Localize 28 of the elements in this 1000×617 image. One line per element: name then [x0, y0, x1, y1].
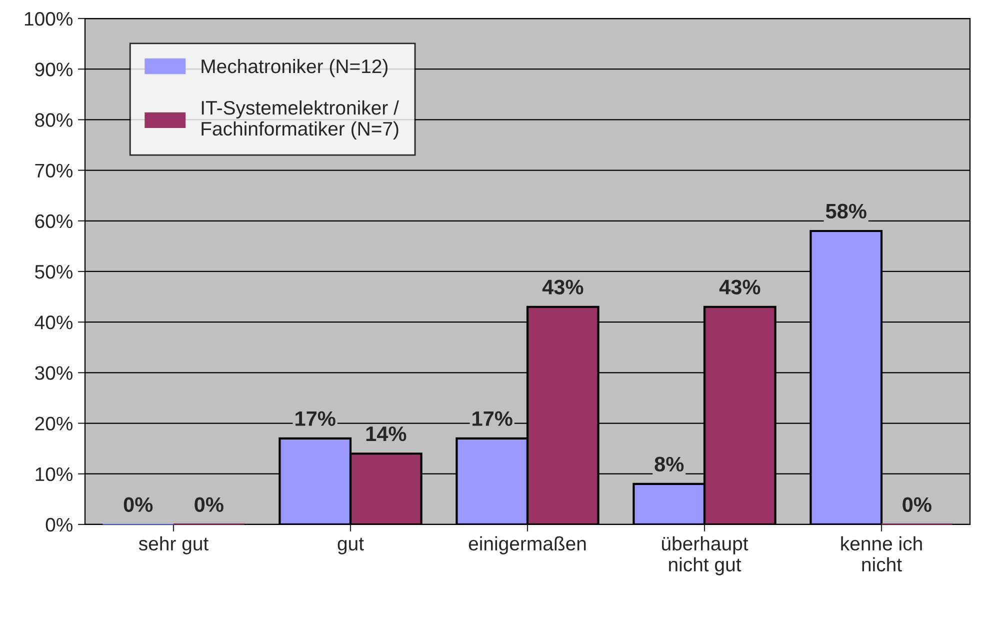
y-tick-label: 100% — [24, 12, 73, 26]
x-tick-label: sehr gut — [138, 536, 208, 554]
y-tick-label: 10% — [36, 467, 73, 482]
y-tick-label: 60% — [35, 214, 73, 228]
y-tick-label: 80% — [35, 113, 73, 127]
x-tick-label: überhaupt nicht gut — [662, 536, 748, 576]
x-tick-label: einigermaßen — [468, 536, 586, 554]
data-label: 14% — [366, 426, 406, 442]
data-label: 43% — [719, 280, 760, 294]
data-label: 43% — [542, 280, 584, 294]
legend-label: IT-Systemelektroniker / Fachinformatiker (N=7) — [202, 100, 399, 140]
y-tick-label: 90% — [35, 62, 73, 76]
y-tick-label: 0% — [46, 518, 73, 532]
data-label: 0% — [124, 497, 153, 512]
data-label: 58% — [826, 204, 866, 219]
y-tick-label: 50% — [35, 264, 73, 279]
legend-label: Mechatroniker (N=12) — [202, 58, 388, 78]
data-label: 0% — [194, 497, 224, 512]
data-label: 0% — [902, 497, 932, 512]
data-label: 17% — [296, 411, 336, 426]
x-tick-label: kenne ich nicht — [841, 536, 922, 572]
y-tick-label: 70% — [35, 164, 73, 178]
data-label: 8% — [654, 456, 684, 472]
y-tick-label: 20% — [35, 416, 73, 430]
y-tick-label: 40% — [34, 316, 73, 330]
y-tick-label: 30% — [35, 366, 73, 380]
data-label: 17% — [472, 411, 512, 426]
x-tick-label: gut — [338, 538, 364, 554]
